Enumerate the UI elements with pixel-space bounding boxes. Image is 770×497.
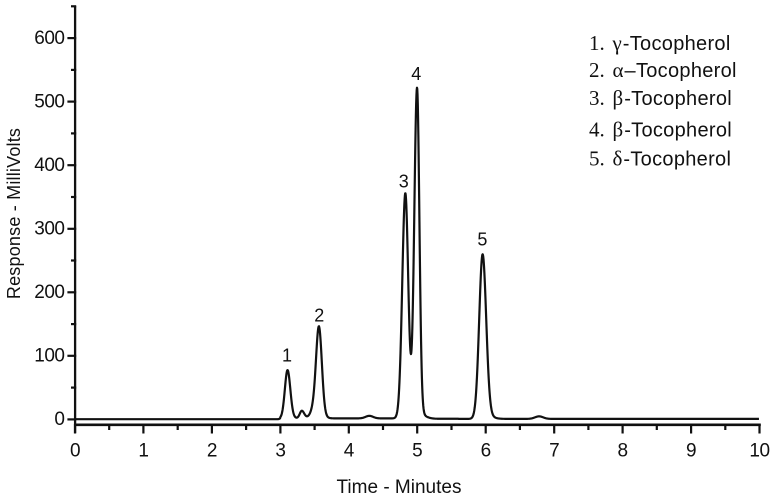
svg-text:2: 2 bbox=[314, 306, 324, 326]
svg-text:Response - MilliVolts: Response - MilliVolts bbox=[4, 128, 24, 299]
svg-text:8: 8 bbox=[618, 440, 628, 461]
svg-text:0: 0 bbox=[70, 440, 80, 461]
svg-text:1: 1 bbox=[138, 440, 148, 461]
svg-text:6: 6 bbox=[481, 440, 491, 461]
svg-text:600: 600 bbox=[34, 28, 64, 49]
svg-text:2. α–Tocopherol: 2. α–Tocopherol bbox=[589, 58, 737, 82]
svg-text:0: 0 bbox=[54, 409, 64, 430]
svg-text:4: 4 bbox=[344, 440, 355, 461]
svg-text:5: 5 bbox=[477, 230, 487, 250]
svg-text:500: 500 bbox=[34, 91, 64, 112]
svg-text:3: 3 bbox=[399, 172, 409, 192]
svg-text:1. γ-Tocopherol: 1. γ-Tocopherol bbox=[589, 31, 731, 55]
svg-text:1: 1 bbox=[282, 345, 292, 365]
svg-text:Time - Minutes: Time - Minutes bbox=[337, 477, 462, 497]
svg-text:2: 2 bbox=[207, 440, 217, 461]
svg-text:200: 200 bbox=[34, 282, 64, 303]
svg-text:7: 7 bbox=[549, 440, 559, 461]
svg-text:5. δ-Tocopherol: 5. δ-Tocopherol bbox=[589, 147, 731, 171]
svg-text:300: 300 bbox=[34, 219, 64, 240]
svg-text:4. β-Tocopherol: 4. β-Tocopherol bbox=[589, 117, 732, 141]
svg-text:5: 5 bbox=[412, 440, 422, 461]
svg-text:3: 3 bbox=[275, 440, 285, 461]
svg-text:9: 9 bbox=[686, 440, 696, 461]
svg-text:400: 400 bbox=[34, 155, 64, 176]
svg-text:4: 4 bbox=[411, 64, 421, 84]
svg-text:3. β-Tocopherol: 3. β-Tocopherol bbox=[589, 86, 732, 110]
svg-text:10: 10 bbox=[749, 440, 769, 461]
svg-text:100: 100 bbox=[34, 346, 64, 367]
